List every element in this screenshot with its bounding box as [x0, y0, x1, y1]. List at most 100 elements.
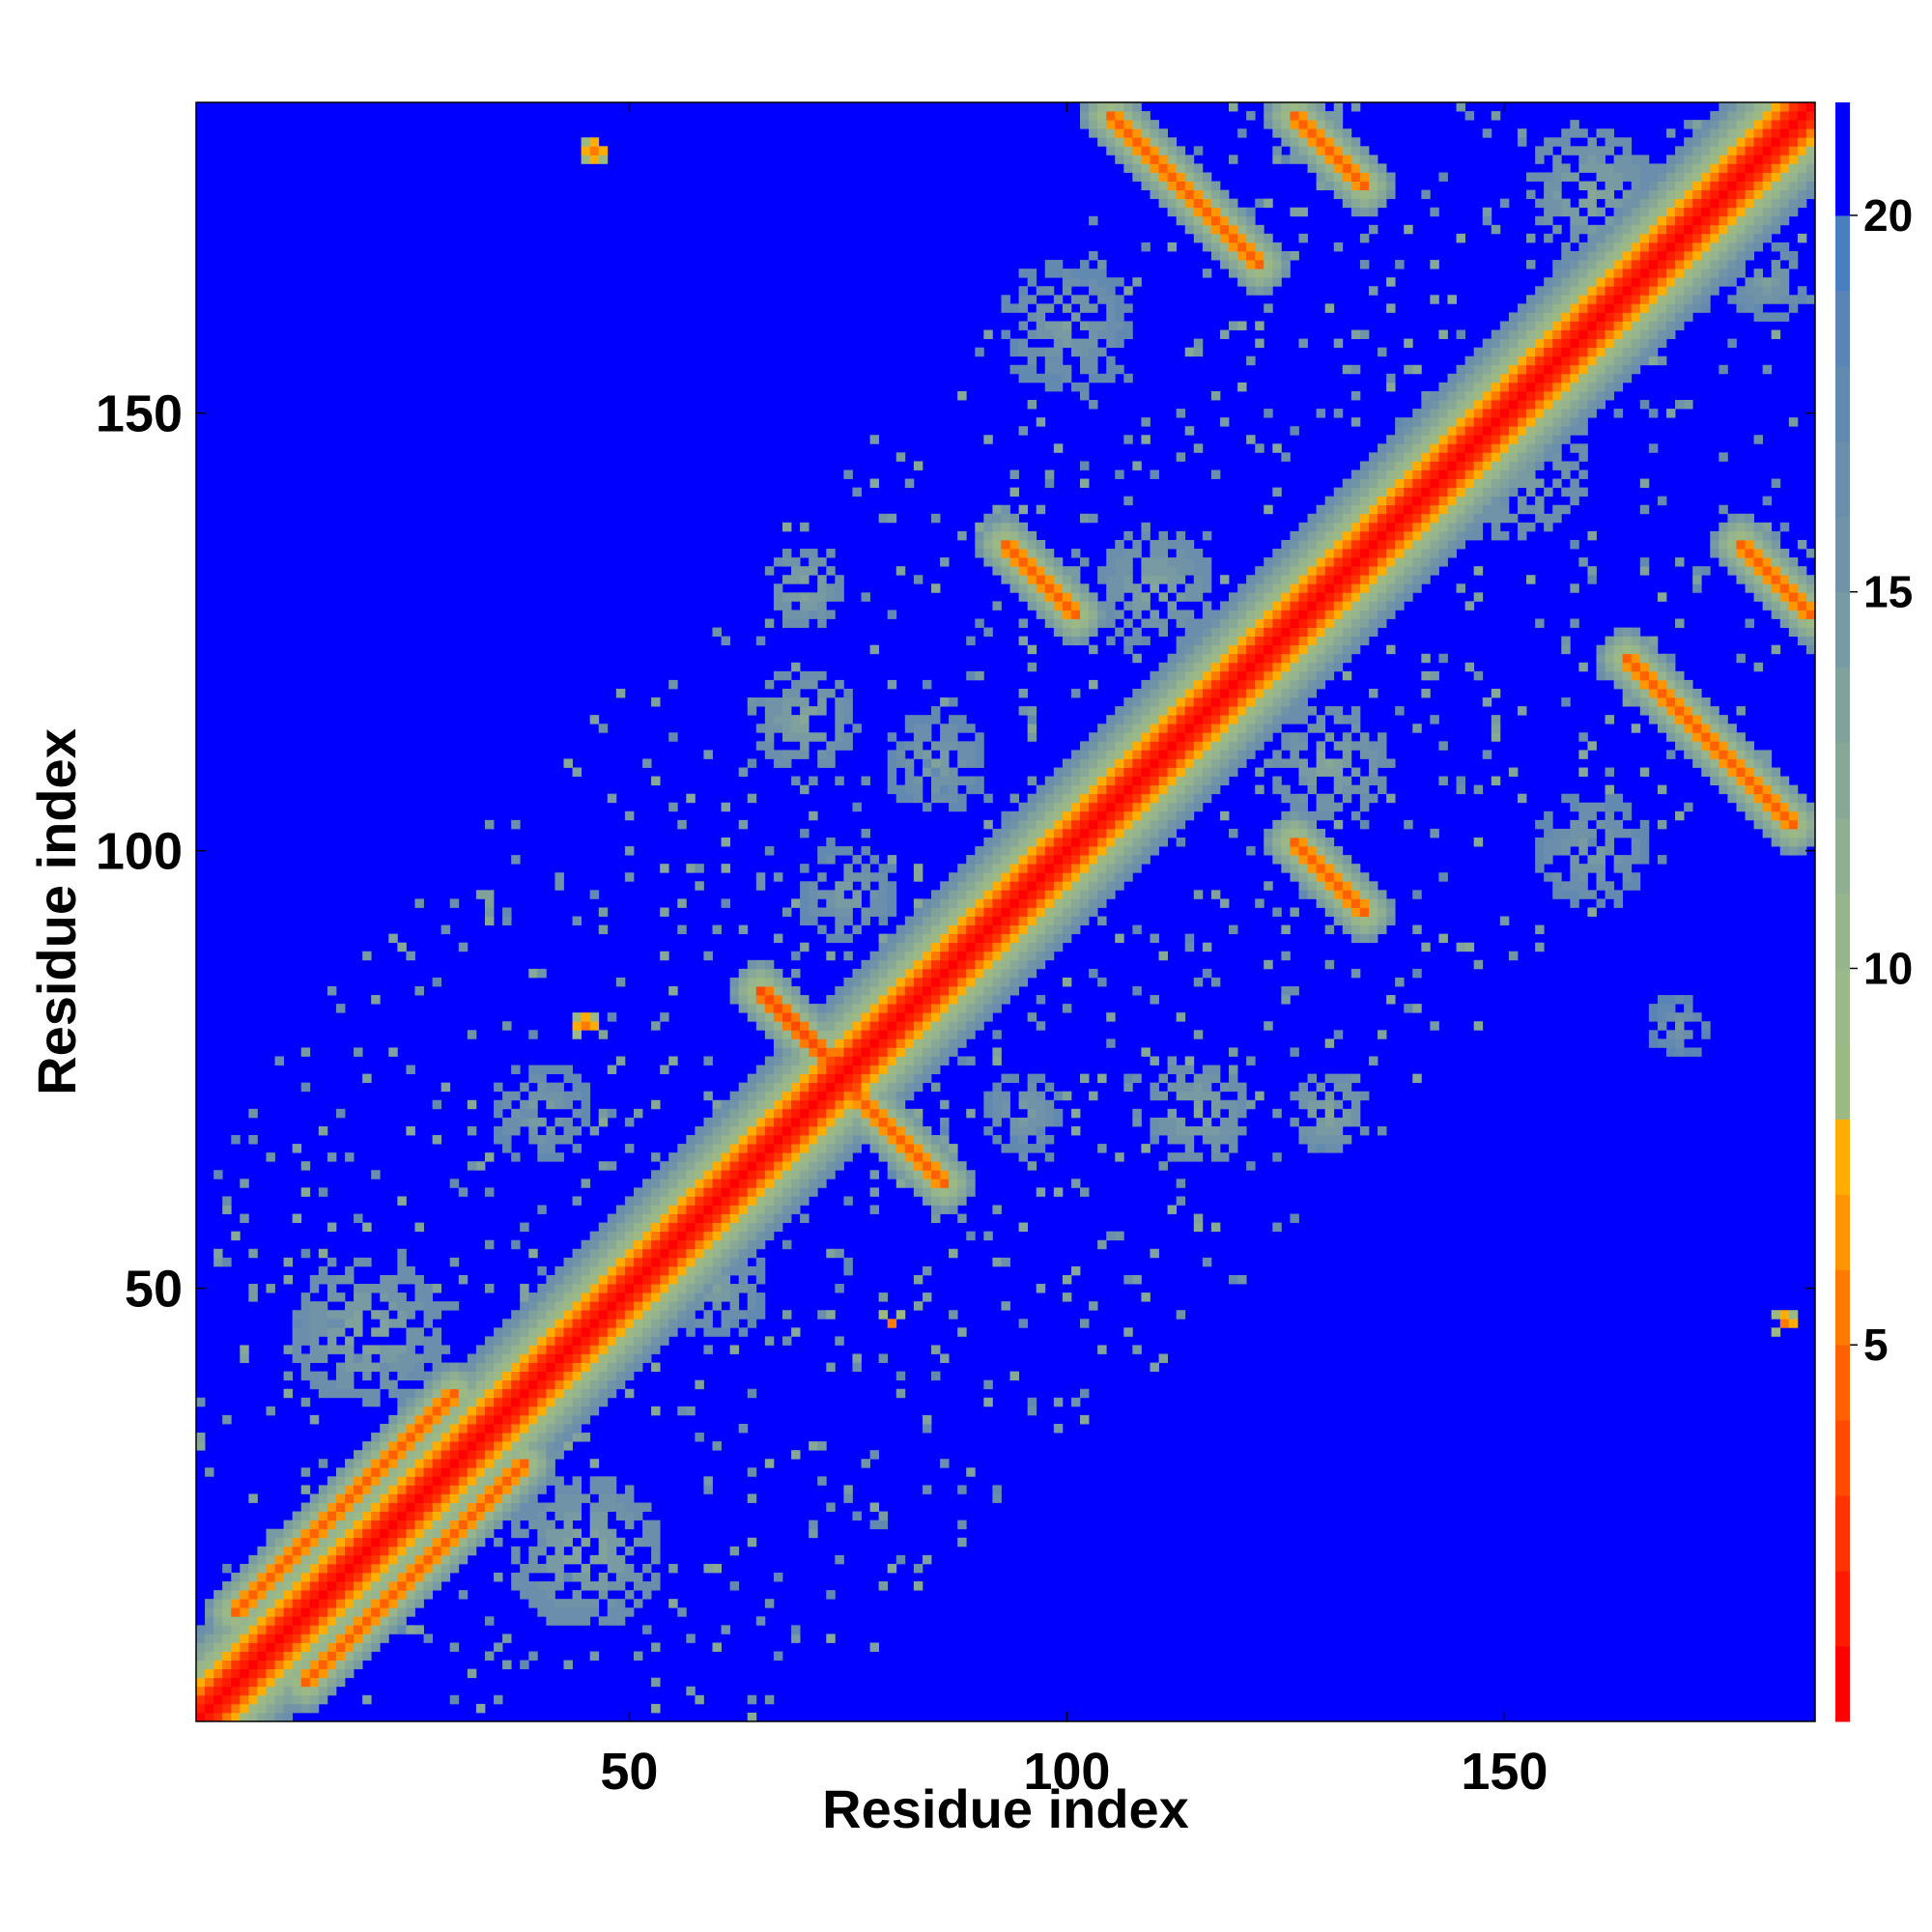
heatmap-cell: [1229, 670, 1238, 681]
heatmap-cell: [1123, 329, 1133, 340]
heatmap-cell: [467, 1441, 477, 1451]
heatmap-cell: [861, 907, 870, 917]
heatmap-cell: [1070, 776, 1081, 786]
heatmap-cell: [537, 1502, 547, 1512]
heatmap-cell: [380, 1581, 389, 1591]
heatmap-cell: [1044, 610, 1055, 619]
heatmap-cell: [800, 1065, 810, 1074]
heatmap-cell: [572, 1012, 582, 1022]
heatmap-cell: [983, 951, 993, 961]
heatmap-cell: [1176, 636, 1186, 646]
heatmap-cell: [1202, 627, 1212, 638]
heatmap-cell: [764, 618, 775, 628]
heatmap-cell: [1290, 530, 1299, 541]
heatmap-cell: [1272, 706, 1282, 716]
heatmap-cell: [520, 1293, 529, 1302]
heatmap-cell: [1018, 1222, 1029, 1233]
heatmap-cell: [248, 1599, 258, 1608]
heatmap-cell: [1272, 837, 1282, 847]
heatmap-cell: [703, 1319, 713, 1328]
heatmap-cell: [511, 1362, 521, 1373]
heatmap-cell: [607, 1537, 617, 1548]
heatmap-cell: [677, 1239, 687, 1250]
heatmap-cell: [878, 986, 889, 996]
heatmap-cell: [1053, 355, 1064, 366]
heatmap-cell: [887, 1099, 897, 1110]
heatmap-cell: [292, 1599, 302, 1608]
heatmap-cell: [712, 1161, 722, 1171]
heatmap-cell: [292, 1310, 302, 1320]
heatmap-cell: [1272, 907, 1282, 917]
heatmap-cell: [546, 1301, 555, 1311]
heatmap-cell: [1106, 111, 1116, 121]
heatmap-cell: [817, 592, 827, 602]
heatmap-cell: [1089, 828, 1098, 838]
heatmap-cell: [335, 1651, 346, 1661]
heatmap-cell: [642, 1327, 652, 1337]
heatmap-cell: [266, 1651, 275, 1661]
heatmap-cell: [800, 1073, 810, 1084]
heatmap-cell: [835, 1047, 844, 1057]
heatmap-cell: [502, 1135, 512, 1145]
heatmap-cell: [1229, 207, 1238, 217]
heatmap-cell: [345, 1362, 355, 1373]
heatmap-cell: [940, 1170, 950, 1179]
heatmap-cell: [957, 793, 967, 804]
heatmap-cell: [791, 1125, 801, 1136]
heatmap-cell: [581, 1616, 591, 1626]
heatmap-cell: [817, 583, 827, 593]
heatmap-cell: [502, 1336, 512, 1346]
heatmap-cell: [1150, 793, 1159, 804]
heatmap-cell: [651, 1205, 661, 1214]
heatmap-cell: [1290, 601, 1299, 611]
heatmap-cell: [633, 1511, 643, 1521]
heatmap-cell: [309, 1537, 320, 1548]
heatmap-cell: [335, 1371, 346, 1381]
heatmap-cell: [345, 1590, 355, 1600]
heatmap-cell: [660, 1179, 669, 1188]
heatmap-cell: [397, 1450, 407, 1460]
heatmap-cell: [1176, 1065, 1186, 1074]
heatmap-cell: [309, 1511, 320, 1521]
heatmap-cell: [1229, 102, 1238, 112]
heatmap-cell: [1036, 557, 1046, 567]
heatmap-cell: [607, 1599, 617, 1608]
heatmap-cell: [1089, 881, 1098, 891]
heatmap-cell: [686, 1161, 696, 1171]
heatmap-cell: [1193, 679, 1204, 690]
heatmap-cell: [196, 1433, 206, 1442]
heatmap-cell: [354, 1590, 363, 1600]
heatmap-cell: [598, 1345, 609, 1354]
heatmap-cell: [581, 1179, 591, 1188]
heatmap-cell: [484, 1467, 495, 1477]
heatmap-cell: [651, 1642, 661, 1652]
heatmap-cell: [1018, 539, 1029, 550]
heatmap-cell: [1219, 207, 1230, 217]
heatmap-cell: [327, 1660, 337, 1670]
heatmap-cell: [1255, 443, 1264, 453]
heatmap-cell: [922, 802, 932, 812]
heatmap-cell: [800, 1152, 810, 1162]
heatmap-cell: [354, 1257, 363, 1267]
heatmap-cell: [598, 1528, 609, 1539]
heatmap-cell: [572, 1091, 582, 1101]
heatmap-cell: [1132, 1073, 1142, 1084]
heatmap-cell: [1229, 750, 1238, 759]
heatmap-cell: [546, 1476, 555, 1486]
heatmap-cell: [817, 750, 827, 759]
heatmap-cell: [1132, 688, 1142, 698]
heatmap-cell: [554, 1353, 564, 1363]
heatmap-cell: [1272, 697, 1282, 707]
heatmap-cell: [1141, 767, 1151, 777]
heatmap-cell: [975, 846, 984, 856]
heatmap-cell: [712, 1222, 722, 1233]
heatmap-cell: [1176, 697, 1186, 707]
heatmap-cell: [983, 1108, 993, 1119]
heatmap-cell: [528, 1581, 538, 1591]
heatmap-cell: [554, 1397, 564, 1407]
heatmap-cell: [1001, 1073, 1010, 1084]
heatmap-cell: [1053, 1187, 1064, 1197]
heatmap-cell: [1237, 207, 1247, 217]
heatmap-cell: [292, 1677, 302, 1688]
heatmap-cell: [1202, 269, 1212, 278]
